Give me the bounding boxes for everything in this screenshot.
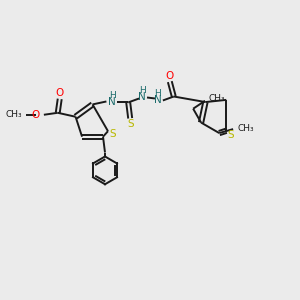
- Text: H: H: [154, 89, 161, 98]
- Text: N: N: [154, 95, 162, 106]
- Text: N: N: [138, 92, 146, 103]
- Text: CH₃: CH₃: [208, 94, 225, 103]
- Text: S: S: [227, 130, 234, 140]
- Text: H: H: [109, 91, 116, 100]
- Text: O: O: [166, 71, 174, 81]
- Text: O: O: [56, 88, 64, 98]
- Text: S: S: [128, 119, 134, 129]
- Text: H: H: [139, 86, 145, 95]
- Text: CH₃: CH₃: [5, 110, 22, 119]
- Text: CH₃: CH₃: [237, 124, 254, 133]
- Text: O: O: [32, 110, 40, 120]
- Text: N: N: [109, 98, 116, 107]
- Text: S: S: [110, 129, 116, 139]
